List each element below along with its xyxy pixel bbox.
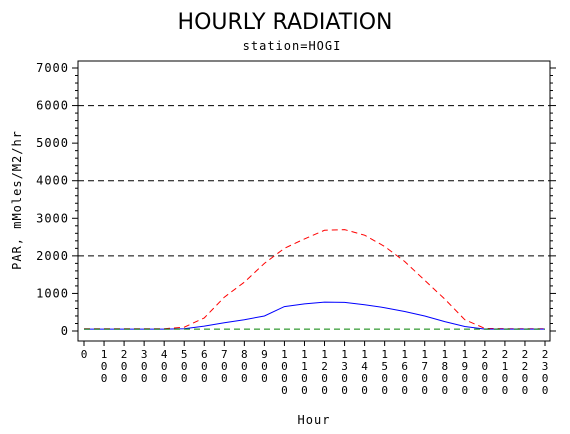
- chart-title: HOURLY RADIATION: [178, 10, 393, 35]
- y-tick-label: 4000: [36, 174, 69, 188]
- y-tick-label: 3000: [36, 211, 69, 225]
- y-tick-label: 0: [61, 324, 69, 338]
- reference-lines: [78, 105, 550, 257]
- x-axis-label: Hour: [298, 413, 331, 427]
- x-axis: 0 1 0 0 2 0 0 3 0 0 4 0 0 5 0 0 6 0 0 7 0 0 8 0 0 9 0 0 1 0 0 0 1 1 0 0 1 2 0 0…: [81, 341, 549, 397]
- series-line-1: [84, 229, 545, 330]
- y-axis-label: PAR, mMoles/M2/hr: [10, 130, 24, 270]
- series-line-2: [84, 301, 545, 330]
- data-series: [84, 229, 545, 330]
- y-tick-label: 7000: [36, 61, 69, 75]
- y-tick-label: 6000: [36, 99, 69, 113]
- x-tick-label: 0: [81, 348, 88, 361]
- chart-subtitle: station=HOGI: [243, 39, 342, 53]
- y-tick-label: 1000: [36, 286, 69, 300]
- plot-frame: [77, 60, 551, 342]
- y-axis: 0 1000 2000 3000 4000 5000 6000 7000: [36, 61, 556, 338]
- y-tick-label: 5000: [36, 136, 69, 150]
- y-tick-label: 2000: [36, 249, 69, 263]
